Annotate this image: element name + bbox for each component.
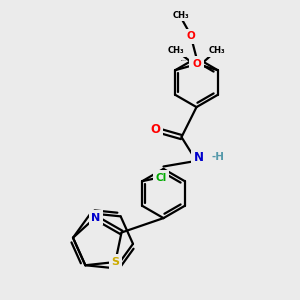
- Text: methoxy: methoxy: [181, 59, 187, 61]
- Text: CH₃: CH₃: [209, 46, 226, 55]
- Text: CH₃: CH₃: [172, 11, 189, 20]
- Text: N: N: [91, 212, 101, 223]
- Text: -H: -H: [212, 152, 224, 162]
- Text: O: O: [187, 31, 196, 41]
- Text: N: N: [194, 151, 204, 164]
- Text: CH₃: CH₃: [168, 46, 184, 56]
- Text: O: O: [192, 58, 201, 69]
- Text: O: O: [192, 59, 201, 69]
- Text: Cl: Cl: [155, 172, 166, 183]
- Text: O: O: [150, 123, 160, 136]
- Text: S: S: [111, 257, 119, 267]
